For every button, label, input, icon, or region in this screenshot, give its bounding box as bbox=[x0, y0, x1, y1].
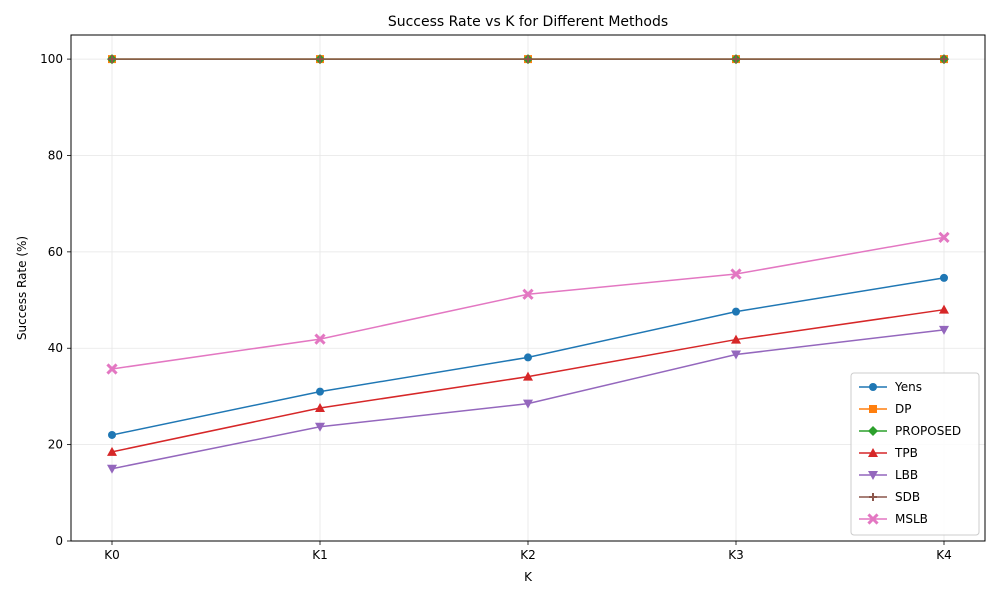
data-point-lbb bbox=[107, 464, 117, 474]
data-point-sdb bbox=[732, 55, 740, 64]
chart-title: Success Rate vs K for Different Methods bbox=[388, 14, 668, 30]
x-tick-label: K4 bbox=[936, 548, 952, 562]
legend-marker-sdb bbox=[869, 493, 877, 501]
x-axis-label: K bbox=[524, 570, 533, 584]
legend-label-dp: DP bbox=[895, 402, 911, 416]
x-tick-label: K3 bbox=[728, 548, 744, 562]
plot-lines bbox=[106, 54, 950, 474]
series-tpb bbox=[107, 304, 949, 456]
legend-item-sdb: SDB bbox=[859, 490, 920, 504]
data-point-tpb bbox=[523, 371, 533, 381]
legend: Yens DP PROPOSED TPB LBB SDB MSLB bbox=[850, 372, 980, 536]
y-tick-label: 80 bbox=[48, 148, 63, 162]
data-point-lbb bbox=[523, 399, 533, 409]
legend-marker-dp bbox=[869, 405, 877, 413]
data-point-mslb bbox=[106, 363, 118, 375]
data-point-mslb bbox=[314, 333, 326, 345]
data-point-yens bbox=[108, 430, 116, 439]
data-point-mslb bbox=[522, 288, 534, 300]
data-point-tpb bbox=[939, 304, 949, 314]
series-yens bbox=[108, 273, 948, 439]
legend-marker-tpb bbox=[868, 448, 878, 457]
legend-item-yens: Yens bbox=[859, 380, 922, 394]
data-point-tpb bbox=[107, 446, 117, 456]
legend-label-yens: Yens bbox=[894, 380, 922, 394]
legend-marker-proposed bbox=[868, 426, 878, 436]
data-point-sdb bbox=[316, 55, 324, 64]
legend-marker-lbb bbox=[868, 471, 878, 480]
legend-label-lbb: LBB bbox=[895, 468, 918, 482]
series-mslb bbox=[106, 231, 950, 375]
data-point-mslb bbox=[730, 268, 742, 280]
y-axis-label: Success Rate (%) bbox=[15, 236, 29, 340]
data-point-yens bbox=[316, 387, 324, 396]
data-point-lbb bbox=[731, 350, 741, 360]
data-point-yens bbox=[524, 353, 532, 362]
data-point-sdb bbox=[524, 55, 532, 64]
data-point-yens bbox=[940, 273, 948, 282]
data-point-sdb bbox=[940, 55, 948, 64]
series-lbb bbox=[107, 325, 949, 474]
data-point-lbb bbox=[315, 422, 325, 432]
legend-label-sdb: SDB bbox=[895, 490, 920, 504]
data-point-yens bbox=[732, 307, 740, 316]
legend-label-mslb: MSLB bbox=[895, 512, 928, 526]
data-point-sdb bbox=[108, 55, 116, 64]
legend-item-dp: DP bbox=[859, 402, 911, 416]
legend-label-tpb: TPB bbox=[894, 446, 918, 460]
legend-marker-mslb bbox=[867, 513, 879, 525]
x-tick-label: K1 bbox=[312, 548, 328, 562]
y-tick-label: 0 bbox=[55, 534, 63, 548]
x-tick-label: K0 bbox=[104, 548, 120, 562]
legend-item-tpb: TPB bbox=[859, 446, 918, 460]
legend-marker-yens bbox=[869, 383, 877, 391]
legend-box bbox=[850, 372, 980, 536]
grid-lines bbox=[71, 35, 985, 542]
legend-item-lbb: LBB bbox=[859, 468, 918, 482]
y-tick-label: 40 bbox=[48, 341, 63, 355]
y-tick-label: 20 bbox=[48, 438, 63, 452]
axis-ticks: K0 K1 K2 K3 K4 0 20 40 60 80 100 bbox=[40, 52, 952, 562]
series-sdb bbox=[108, 55, 948, 64]
y-tick-label: 60 bbox=[48, 245, 63, 259]
data-point-lbb bbox=[939, 325, 949, 335]
data-point-mslb bbox=[938, 231, 950, 244]
legend-label-proposed: PROPOSED bbox=[895, 424, 961, 438]
legend-item-proposed: PROPOSED bbox=[859, 424, 961, 438]
x-tick-label: K2 bbox=[520, 548, 536, 562]
data-point-tpb bbox=[731, 334, 741, 344]
data-point-tpb bbox=[315, 402, 325, 412]
y-tick-label: 100 bbox=[40, 52, 63, 66]
legend-item-mslb: MSLB bbox=[859, 512, 928, 526]
